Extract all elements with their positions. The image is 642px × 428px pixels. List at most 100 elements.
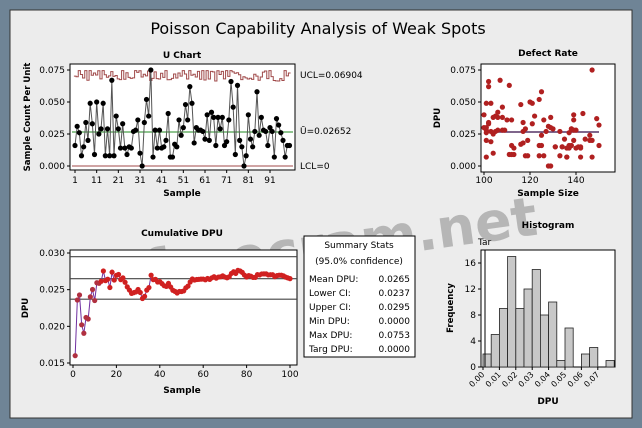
data-point [178,132,184,138]
data-point [230,104,236,110]
histogram-bar [482,353,492,368]
x-tick-label: 41 [156,176,167,186]
y-tick-label: 4 [470,337,476,347]
data-point [104,126,111,132]
data-point [254,89,260,95]
data-point [213,142,219,149]
data-point [506,82,512,88]
data-point [85,316,91,322]
data-point [133,127,139,133]
data-point [217,126,223,132]
data-point [141,119,147,126]
stat-value: 0.0000 [379,345,411,355]
data-point [92,297,98,304]
chart-title: U Chart [163,51,202,61]
data-point [109,269,115,275]
y-axis-label: DPU [21,298,31,318]
data-point [74,123,80,129]
data-point [74,297,80,303]
data-point [202,136,208,142]
x-tick-label: 20 [111,370,123,380]
x-tick-label: 120 [521,176,538,186]
y-tick-label: 0 [470,363,476,373]
data-point [241,163,247,169]
data-point [541,117,547,123]
data-point [117,145,124,151]
stat-value: 0.0237 [379,289,411,299]
histogram-bar [531,269,541,368]
data-point [483,154,489,160]
data-point [89,286,96,293]
data-point [488,100,494,106]
x-tick-label: 1 [72,176,78,186]
histogram-bar [507,256,517,368]
data-point [124,151,130,158]
data-point [113,113,119,119]
data-point [137,289,143,296]
data-point [267,125,273,131]
histogram-bar [515,308,525,368]
data-point [120,275,126,281]
data-point [206,137,212,143]
stat-label: Min DPU: [309,317,350,327]
lcl-label: LCL=0 [300,162,330,172]
data-point [72,353,78,359]
x-tick-label: 140 [567,176,584,186]
data-point [120,121,126,127]
y-tick-label: 0.025 [39,286,65,296]
data-point [520,119,526,126]
plot-area [69,63,296,171]
data-point [122,145,128,151]
x-tick-label: 61 [199,176,210,186]
data-point [282,154,288,160]
data-point [228,78,234,85]
data-point [81,330,87,336]
data-point [265,142,271,149]
data-point [94,99,100,105]
data-point [481,125,487,131]
target-label: Tar [477,238,492,248]
cumulative-dpu-chart: Cumulative DPU Sample DPU 0.015 0.020 0.025 0.… [21,229,299,396]
data-point [532,113,538,119]
data-point [561,136,568,142]
data-point [596,122,602,128]
data-point [83,119,89,126]
data-point [85,137,91,143]
data-point [137,150,143,156]
data-point [571,112,577,118]
center-label: Ū=0.02652 [300,126,351,137]
data-point [252,128,258,135]
data-point [111,277,117,283]
data-point [502,127,508,133]
data-point [495,114,501,120]
histogram-bar [605,360,615,368]
data-point [499,104,505,110]
data-point [107,284,113,291]
y-tick-label: 0.000 [450,162,476,172]
data-point [287,276,293,282]
data-point [504,117,510,123]
x-axis-label: Sample Size [517,189,579,199]
stat-label: Max DPU: [309,331,352,341]
summary-box [303,235,416,358]
y-tick-label: 0.015 [39,359,65,369]
data-point [497,77,503,83]
data-point [529,100,535,106]
data-point [185,283,191,289]
y-tick-label: 0.050 [450,98,476,108]
histogram-bar [540,314,550,368]
data-point [589,137,595,143]
data-point [575,144,581,150]
y-axis-label: DPU [433,108,443,128]
data-point [150,154,156,160]
data-point [72,142,78,149]
histogram-bar [564,327,574,368]
stat-label: Lower CI: [309,289,351,299]
data-point [143,96,150,103]
y-tick-label: 0.075 [450,66,476,76]
y-tick-label: 0.000 [39,162,65,172]
data-point [589,67,595,73]
data-point [156,127,163,133]
x-axis-label: DPU [537,397,558,407]
data-point [174,144,180,150]
